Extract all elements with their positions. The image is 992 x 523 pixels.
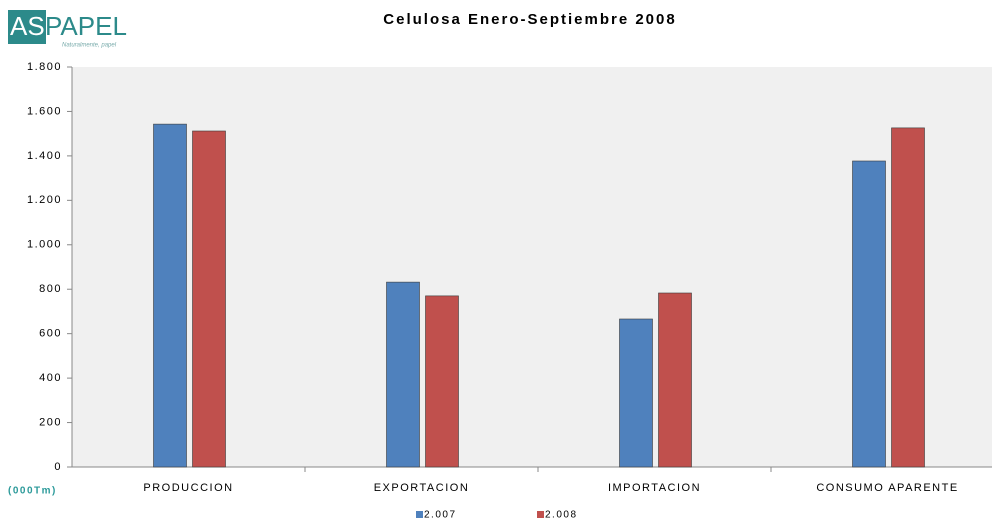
y-tick-label: 600	[39, 328, 62, 340]
y-tick-label: 200	[39, 416, 62, 428]
legend-label: 2.008	[545, 510, 578, 521]
bar	[891, 127, 925, 468]
bar	[658, 292, 692, 468]
x-tick-label: PRODUCCION	[143, 482, 233, 494]
bar	[192, 130, 226, 468]
logo-right: PAPEL	[45, 11, 127, 41]
y-tick-label: 1.600	[27, 105, 62, 117]
y-tick-label: 1.000	[27, 239, 62, 251]
y-tick-label: 1.200	[27, 194, 62, 206]
bar	[153, 123, 187, 468]
logo-tagline: Naturalmente, papel	[62, 43, 117, 49]
legend-label: 2.007	[424, 510, 457, 521]
y-tick-label: 1.800	[27, 61, 62, 73]
x-tick-label: CONSUMO APARENTE	[816, 482, 958, 494]
unit-label: (000Tm)	[8, 486, 57, 497]
legend-swatch	[416, 511, 423, 518]
bar	[852, 160, 886, 468]
x-tick-label: IMPORTACION	[608, 482, 701, 494]
x-tick-label: EXPORTACION	[374, 482, 470, 494]
bar	[619, 318, 653, 468]
y-tick-label: 400	[39, 372, 62, 384]
y-tick-label: 0	[54, 461, 62, 473]
legend-swatch	[537, 511, 544, 518]
bar	[425, 295, 459, 468]
logo-box	[8, 10, 46, 44]
y-tick-label: 800	[39, 283, 62, 295]
chart-title: Celulosa Enero-Septiembre 2008	[383, 11, 676, 28]
y-tick-label: 1.400	[27, 150, 62, 162]
bar	[386, 281, 420, 468]
logo-left: AS	[10, 11, 45, 41]
